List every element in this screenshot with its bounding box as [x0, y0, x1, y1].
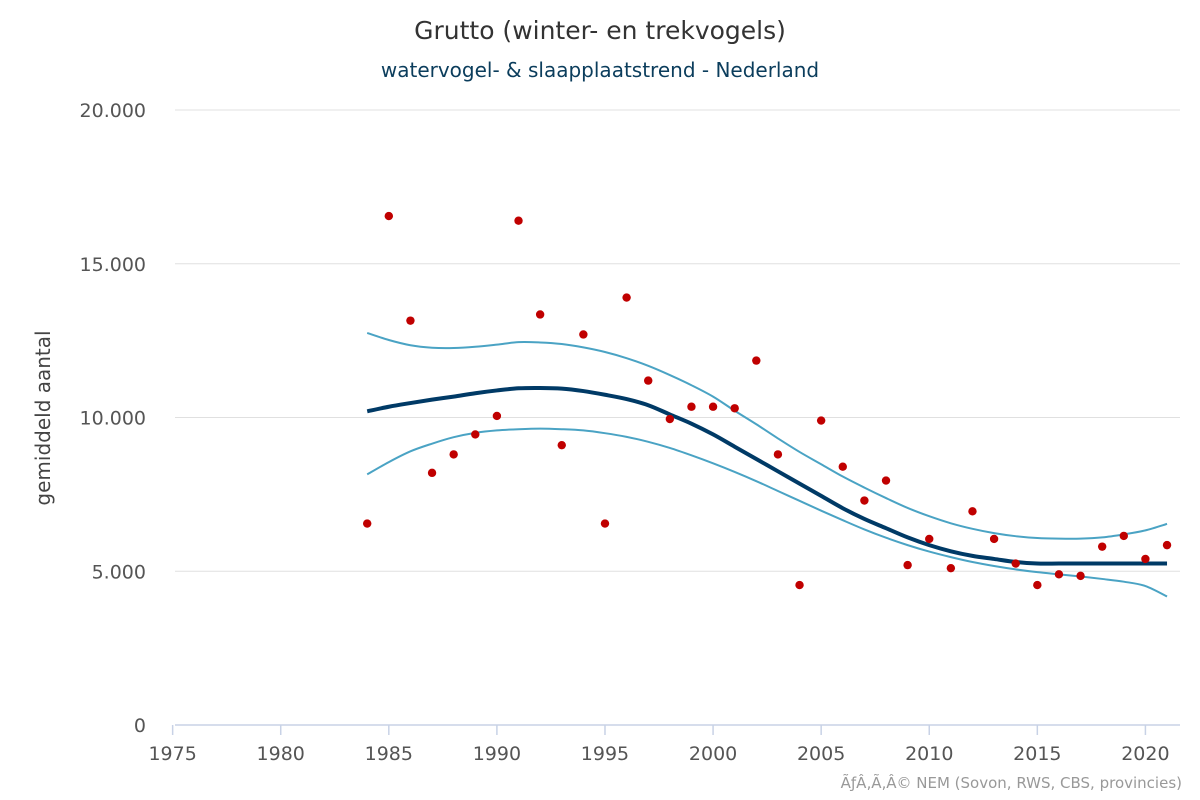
data-point [1162, 540, 1172, 550]
x-tick-label: 1995 [581, 743, 629, 765]
data-point [406, 316, 415, 325]
data-point [1011, 559, 1020, 568]
x-tick-label: 2020 [1121, 743, 1169, 765]
data-point [1076, 571, 1085, 581]
data-point [1141, 554, 1150, 564]
data-point [579, 330, 588, 339]
data-point [968, 507, 977, 516]
data-point [1097, 542, 1107, 551]
x-tick-label: 1990 [473, 743, 521, 765]
data-point [665, 414, 675, 424]
data-point [925, 534, 934, 544]
x-tick-label: 2000 [689, 743, 737, 765]
lower-bound-line [366, 427, 1168, 598]
x-tick-label: 1975 [148, 743, 196, 765]
x-tick-label: 2005 [797, 743, 845, 765]
data-point [773, 450, 783, 459]
y-tick-label: 20.000 [80, 100, 146, 122]
data-point [514, 216, 523, 225]
data-point [427, 468, 437, 478]
data-point [1054, 570, 1064, 579]
data-point [903, 560, 912, 570]
data-point [600, 519, 610, 528]
data-point [752, 356, 761, 365]
data-point [622, 293, 631, 302]
y-tick-label: 15.000 [80, 254, 146, 276]
data-point [449, 450, 458, 459]
y-axis-title: gemiddeld aantal [31, 330, 55, 505]
x-tick-label: 1985 [365, 743, 413, 765]
x-tick-label: 2010 [905, 743, 953, 765]
y-tick-label: 0 [134, 715, 146, 737]
confidence-band [366, 331, 1168, 598]
data-point [989, 534, 999, 544]
data-point [535, 310, 545, 319]
chart-credits: ÃƒÂ‚Ã‚Â© NEM (Sovon, RWS, CBS, provincie… [840, 774, 1182, 792]
data-point [816, 416, 826, 425]
data-point [708, 402, 718, 411]
chart-title: Grutto (winter- en trekvogels) [414, 16, 786, 45]
x-axis: 1975 1980 1985 1990 1995 2000 2005 2010 2015 2020 [148, 724, 1180, 765]
data-point [881, 476, 891, 485]
data-points [363, 211, 1172, 590]
data-point [384, 211, 394, 221]
data-point [492, 411, 502, 421]
data-point [1033, 580, 1042, 590]
data-point [795, 580, 804, 590]
data-point [730, 404, 739, 413]
data-point [687, 402, 696, 411]
grid-layer [175, 109, 1180, 572]
data-point [644, 376, 653, 385]
chart-subtitle: watervogel- & slaapplaatstrend - Nederla… [380, 58, 820, 82]
data-point [363, 519, 372, 528]
y-tick-label: 5.000 [92, 561, 146, 583]
x-tick-label: 2015 [1013, 743, 1061, 765]
data-point [471, 430, 480, 439]
trend-line-group [366, 385, 1168, 566]
data-point [838, 462, 847, 471]
y-tick-label: 10.000 [80, 408, 146, 430]
trend-line [366, 385, 1168, 566]
data-point [860, 496, 869, 505]
upper-bound-line [366, 331, 1168, 540]
data-point [1119, 531, 1128, 541]
data-point [946, 563, 956, 573]
x-tick-label: 1980 [257, 743, 305, 765]
y-axis: 0 5.000 10.000 15.000 20.000 [80, 100, 146, 737]
data-point [557, 440, 566, 450]
